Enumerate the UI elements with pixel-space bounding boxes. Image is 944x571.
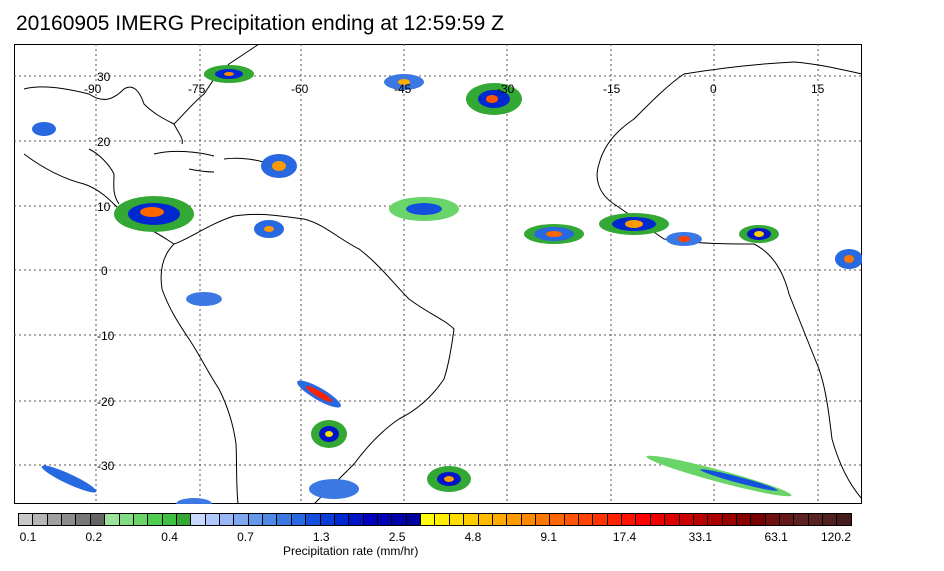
colorbar-cell [435, 514, 450, 525]
colorbar-tick-label: 1.3 [312, 530, 330, 544]
lon-label: -60 [291, 82, 309, 96]
colorbar-cell [665, 514, 680, 525]
map-title: 20160905 IMERG Precipitation ending at 1… [16, 12, 504, 35]
colorbar-cell [607, 514, 623, 525]
lon-label: 0 [710, 82, 717, 96]
colorbar-cell [148, 514, 163, 525]
colorbar-tick-label: 0.1 [19, 530, 37, 544]
colorbar-cell [751, 514, 766, 525]
colorbar-cell [234, 514, 249, 525]
colorbar-cell [377, 514, 393, 525]
colorbar-cell [90, 514, 106, 525]
colorbar-cell [593, 514, 608, 525]
colorbar-cell [693, 514, 709, 525]
colorbar-cell [220, 514, 235, 525]
colorbar-cell [176, 514, 192, 525]
colorbar-cell [679, 514, 694, 525]
longitude-labels: -90 -75 -60 -45 -30 -15 0 15 [84, 82, 825, 96]
colorbar-tick-label: 9.1 [540, 530, 558, 544]
lon-label: -90 [84, 82, 102, 96]
colorbar-cell [119, 514, 134, 525]
colorbar [18, 513, 852, 526]
colorbar-cell [550, 514, 565, 525]
colorbar-tick-label: 17.4 [612, 530, 637, 544]
colorbar-cell [76, 514, 91, 525]
lon-label: -45 [394, 82, 412, 96]
lat-label: 0 [101, 264, 108, 278]
colorbar-cell [349, 514, 364, 525]
colorbar-cell [248, 514, 264, 525]
colorbar-cell [263, 514, 278, 525]
colorbar-cell [449, 514, 465, 525]
colorbar-cell [478, 514, 493, 525]
colorbar-cell [579, 514, 594, 525]
colorbar-tick-label: 0.2 [85, 530, 103, 544]
lon-label: -30 [497, 82, 515, 96]
colorbar-label: Precipitation rate (mm/hr) [283, 544, 419, 558]
colorbar-cell [636, 514, 651, 525]
colorbar-cell [492, 514, 508, 525]
colorbar-cell [837, 514, 851, 525]
graticule [14, 44, 862, 504]
colorbar-tick-label: 4.8 [464, 530, 482, 544]
colorbar-tick-label: 0.7 [237, 530, 254, 544]
colorbar-cell [736, 514, 752, 525]
latitude-labels: 30 20 10 0 -10 -20 -30 [97, 70, 115, 473]
lat-label: -10 [97, 329, 115, 343]
lat-label: -30 [97, 459, 115, 473]
lat-label: -20 [97, 395, 115, 409]
colorbar-tick-label: 0.4 [161, 530, 178, 544]
lat-label: 30 [97, 70, 111, 84]
colorbar-tick-label: 63.1 [764, 530, 788, 544]
colorbar-cell [507, 514, 522, 525]
colorbar-cell [622, 514, 637, 525]
lon-label: 15 [811, 82, 825, 96]
colorbar-cell [334, 514, 350, 525]
colorbar-cell [521, 514, 536, 525]
colorbar-cell [291, 514, 307, 525]
colorbar-cell [191, 514, 206, 525]
colorbar-cell [808, 514, 824, 525]
colorbar-cell [320, 514, 335, 525]
precipitation-cells [32, 65, 862, 504]
colorbar-cell [421, 514, 436, 525]
colorbar-cell [363, 514, 378, 525]
colorbar-cell [162, 514, 177, 525]
map-frame [14, 44, 862, 504]
lon-label: -15 [603, 82, 621, 96]
colorbar-cell [406, 514, 422, 525]
colorbar-cell [62, 514, 77, 525]
colorbar-cell [19, 514, 34, 525]
colorbar-cell [33, 514, 48, 525]
precipitation-map: 30 20 10 0 -10 -20 -30 -90 -75 -60 -45 -… [14, 44, 862, 504]
colorbar-cell [794, 514, 809, 525]
colorbar-cell [464, 514, 479, 525]
colorbar-cell [277, 514, 292, 525]
colorbar-cell [564, 514, 580, 525]
colorbar-cell [392, 514, 407, 525]
colorbar-cell [133, 514, 149, 525]
colorbar-tick-label: 33.1 [688, 530, 713, 544]
colorbar-tick-label: 120.2 [820, 530, 852, 544]
colorbar-cell [823, 514, 838, 525]
colorbar-cell [47, 514, 63, 525]
colorbar-cell [780, 514, 795, 525]
colorbar-tick-label: 2.5 [388, 530, 406, 544]
colorbar-cell [765, 514, 781, 525]
colorbar-cell [105, 514, 120, 525]
lon-label: -75 [188, 82, 206, 96]
colorbar-cell [535, 514, 551, 525]
colorbar-cell [650, 514, 666, 525]
colorbar-cell [708, 514, 723, 525]
colorbar-cell [205, 514, 221, 525]
colorbar-cell [306, 514, 321, 525]
lat-label: 20 [97, 135, 111, 149]
lat-label: 10 [97, 200, 111, 214]
colorbar-cell [722, 514, 737, 525]
